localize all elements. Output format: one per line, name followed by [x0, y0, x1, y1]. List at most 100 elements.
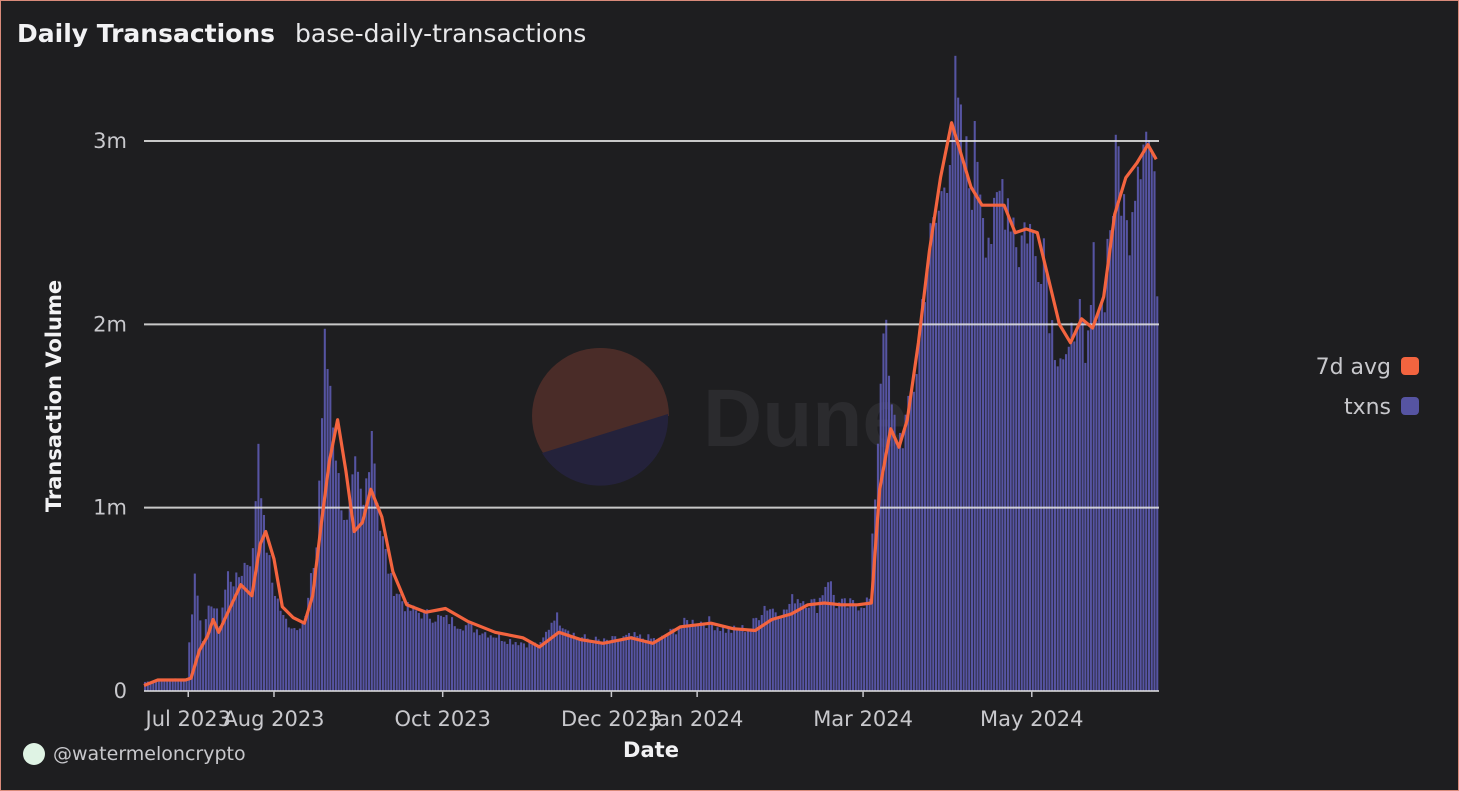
bar-txns[interactable] — [442, 617, 445, 691]
bar-txns[interactable] — [973, 121, 976, 691]
bar-txns[interactable] — [572, 632, 575, 691]
bar-txns[interactable] — [426, 609, 429, 691]
bar-txns[interactable] — [409, 610, 412, 691]
bar-txns[interactable] — [921, 299, 924, 691]
bar-txns[interactable] — [829, 581, 832, 691]
bar-txns[interactable] — [448, 624, 451, 691]
bar-txns[interactable] — [511, 644, 514, 691]
bar-txns[interactable] — [1056, 366, 1059, 691]
bar-txns[interactable] — [279, 610, 282, 691]
bar-txns[interactable] — [755, 617, 758, 691]
bar-txns[interactable] — [431, 622, 434, 691]
bar-txns[interactable] — [686, 620, 689, 691]
bar-txns[interactable] — [528, 641, 531, 691]
bar-txns[interactable] — [774, 612, 777, 691]
bar-txns[interactable] — [699, 621, 702, 691]
bar-txns[interactable] — [669, 628, 672, 691]
bar-txns[interactable] — [813, 598, 816, 691]
bar-txns[interactable] — [229, 581, 232, 691]
bar-txns[interactable] — [238, 577, 241, 691]
bar-txns[interactable] — [1145, 131, 1148, 692]
bar-txns[interactable] — [177, 678, 180, 691]
bar-txns[interactable] — [166, 679, 169, 691]
bar-txns[interactable] — [821, 595, 824, 691]
bar-txns[interactable] — [746, 629, 749, 691]
bar-txns[interactable] — [268, 555, 271, 691]
bar-txns[interactable] — [663, 636, 667, 691]
bar-txns[interactable] — [1147, 140, 1151, 692]
bar-txns[interactable] — [962, 163, 965, 691]
bar-txns[interactable] — [887, 375, 891, 691]
bar-txns[interactable] — [514, 642, 517, 691]
bar-txns[interactable] — [982, 218, 985, 691]
bar-txns[interactable] — [1142, 144, 1145, 691]
bar-txns[interactable] — [340, 510, 343, 691]
bar-txns[interactable] — [644, 642, 647, 691]
bar-txns[interactable] — [984, 257, 987, 691]
bar-txns[interactable] — [843, 598, 846, 691]
bar-txns[interactable] — [600, 641, 603, 691]
bar-txns[interactable] — [171, 679, 174, 691]
bar-txns[interactable] — [954, 55, 957, 691]
bar-txns[interactable] — [882, 333, 885, 691]
bar-txns[interactable] — [863, 607, 866, 691]
bar-txns[interactable] — [282, 614, 285, 691]
bar-txns[interactable] — [1006, 198, 1009, 691]
bar-txns[interactable] — [403, 611, 407, 691]
bar-txns[interactable] — [365, 478, 368, 691]
bar-txns[interactable] — [818, 597, 821, 691]
bar-txns[interactable] — [285, 618, 288, 691]
bar-txns[interactable] — [940, 191, 943, 691]
bar-txns[interactable] — [608, 641, 611, 691]
bar-txns[interactable] — [304, 616, 307, 691]
bar-txns[interactable] — [594, 636, 597, 691]
bar-txns[interactable] — [840, 598, 844, 691]
bar-txns[interactable] — [473, 632, 476, 691]
bar-txns[interactable] — [290, 628, 293, 691]
bar-txns[interactable] — [1053, 360, 1056, 691]
bar-txns[interactable] — [561, 628, 564, 691]
bar-txns[interactable] — [993, 197, 996, 691]
bar-txns[interactable] — [580, 637, 584, 691]
bar-txns[interactable] — [249, 566, 252, 691]
line-7d-avg[interactable] — [143, 121, 1158, 687]
bar-txns[interactable] — [202, 641, 205, 691]
bar-txns[interactable] — [1131, 212, 1134, 691]
bar-txns[interactable] — [874, 499, 877, 691]
bar-txns[interactable] — [680, 626, 683, 691]
bar-txns[interactable] — [547, 629, 550, 691]
bar-txns[interactable] — [719, 630, 722, 691]
bar-txns[interactable] — [506, 643, 509, 691]
bar-txns[interactable] — [934, 222, 938, 691]
bar-txns[interactable] — [727, 628, 730, 691]
bar-txns[interactable] — [1092, 242, 1095, 691]
bar-txns[interactable] — [912, 391, 915, 691]
bar-txns[interactable] — [199, 620, 202, 691]
bar-txns[interactable] — [923, 302, 926, 691]
bar-txns[interactable] — [334, 460, 337, 691]
bar-txns[interactable] — [987, 237, 990, 691]
bar-txns[interactable] — [1051, 320, 1054, 691]
bar-txns[interactable] — [155, 680, 158, 691]
bar-txns[interactable] — [420, 618, 423, 691]
bar-txns[interactable] — [218, 625, 221, 691]
bar-txns[interactable] — [713, 630, 716, 691]
bar-txns[interactable] — [907, 395, 910, 691]
bar-txns[interactable] — [876, 443, 879, 691]
bar-txns[interactable] — [221, 607, 224, 691]
bar-txns[interactable] — [1020, 235, 1023, 691]
bar-txns[interactable] — [733, 625, 736, 691]
bar-txns[interactable] — [484, 632, 487, 691]
bar-txns[interactable] — [293, 628, 296, 691]
bar-txns[interactable] — [509, 639, 512, 691]
bar-txns[interactable] — [392, 595, 395, 691]
bar-txns[interactable] — [799, 603, 802, 691]
bar-txns[interactable] — [697, 625, 700, 691]
bar-txns[interactable] — [1128, 255, 1131, 691]
bar-txns[interactable] — [611, 636, 614, 691]
bar-txns[interactable] — [1150, 152, 1153, 692]
bar-txns[interactable] — [210, 606, 213, 691]
bar-txns[interactable] — [207, 605, 210, 691]
bar-txns[interactable] — [904, 414, 907, 691]
bar-txns[interactable] — [401, 601, 404, 691]
